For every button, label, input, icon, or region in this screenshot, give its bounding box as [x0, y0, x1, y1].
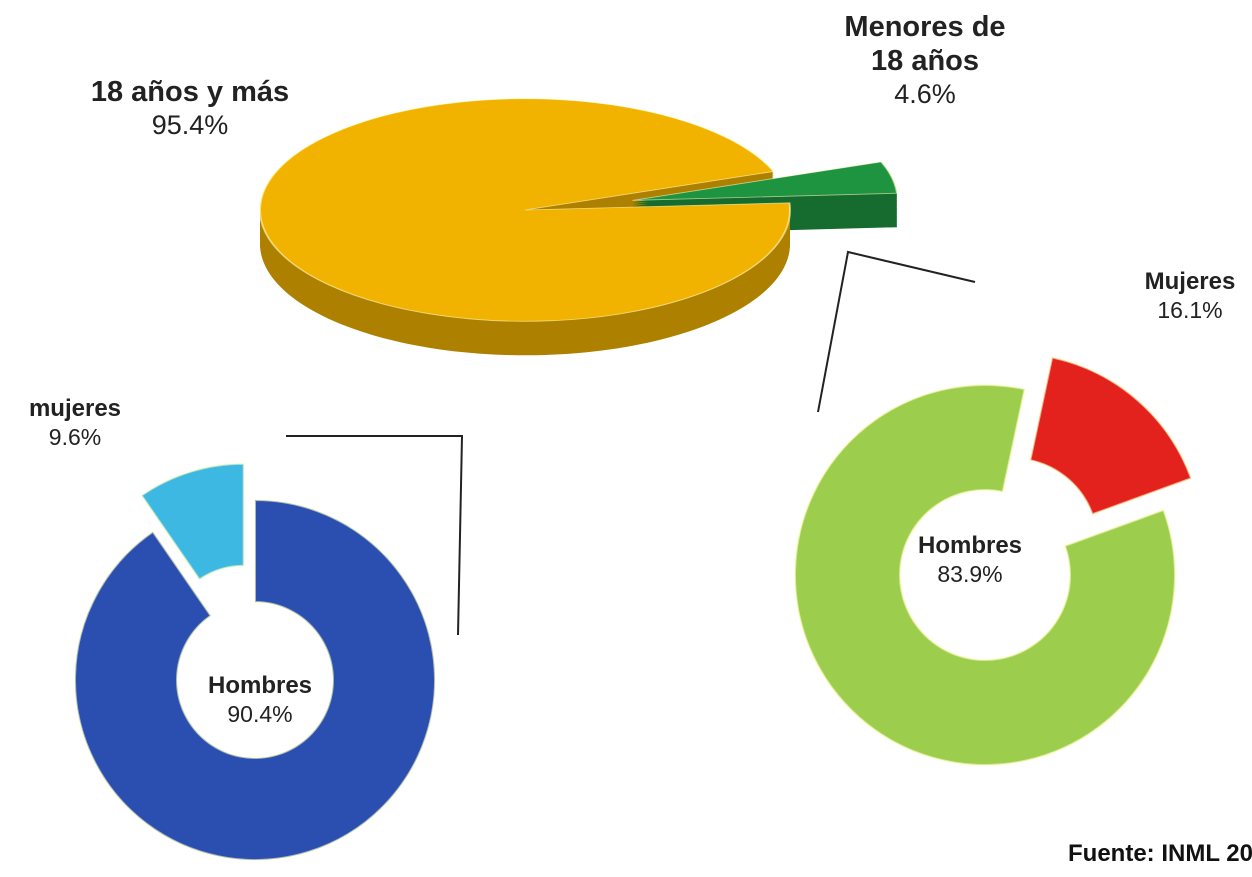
- slice-label: Mujeres 16.1%: [1115, 268, 1252, 324]
- slice-label: Hombres 90.4%: [175, 672, 345, 728]
- pie: [259, 98, 899, 322]
- value-label: 83.9%: [937, 561, 1003, 587]
- value-label: 9.6%: [48, 424, 102, 450]
- value-label: 95.4%: [151, 110, 229, 140]
- value-label: 16.1%: [1157, 297, 1223, 323]
- value-label: 4.6%: [894, 79, 956, 109]
- slice: [74, 498, 436, 861]
- connector: [817, 250, 976, 413]
- slice-label: mujeres 9.6%: [0, 395, 150, 451]
- pie: [794, 356, 1193, 766]
- value-label: 90.4%: [227, 701, 293, 727]
- category-label: Hombres: [917, 532, 1023, 559]
- pie: [74, 462, 436, 861]
- category-label: mujeres: [28, 395, 122, 422]
- category-label: 18 años y más: [90, 76, 290, 108]
- category-label: Mujeres: [1144, 268, 1236, 295]
- slice-label: 18 años y más 95.4%: [90, 75, 290, 141]
- slice: [140, 462, 245, 581]
- category-label: Menores de 18 años: [844, 11, 1006, 77]
- slice-label: Menores de 18 años 4.6%: [825, 10, 1025, 110]
- category-label: Hombres: [207, 672, 313, 699]
- slice: [1029, 356, 1193, 516]
- slice: [259, 98, 792, 322]
- slice: [632, 161, 899, 201]
- source: Fuente: INML 20: [1068, 840, 1252, 867]
- slice-label: Hombres 83.9%: [885, 532, 1055, 588]
- slice: [794, 384, 1176, 766]
- connector: [286, 435, 464, 636]
